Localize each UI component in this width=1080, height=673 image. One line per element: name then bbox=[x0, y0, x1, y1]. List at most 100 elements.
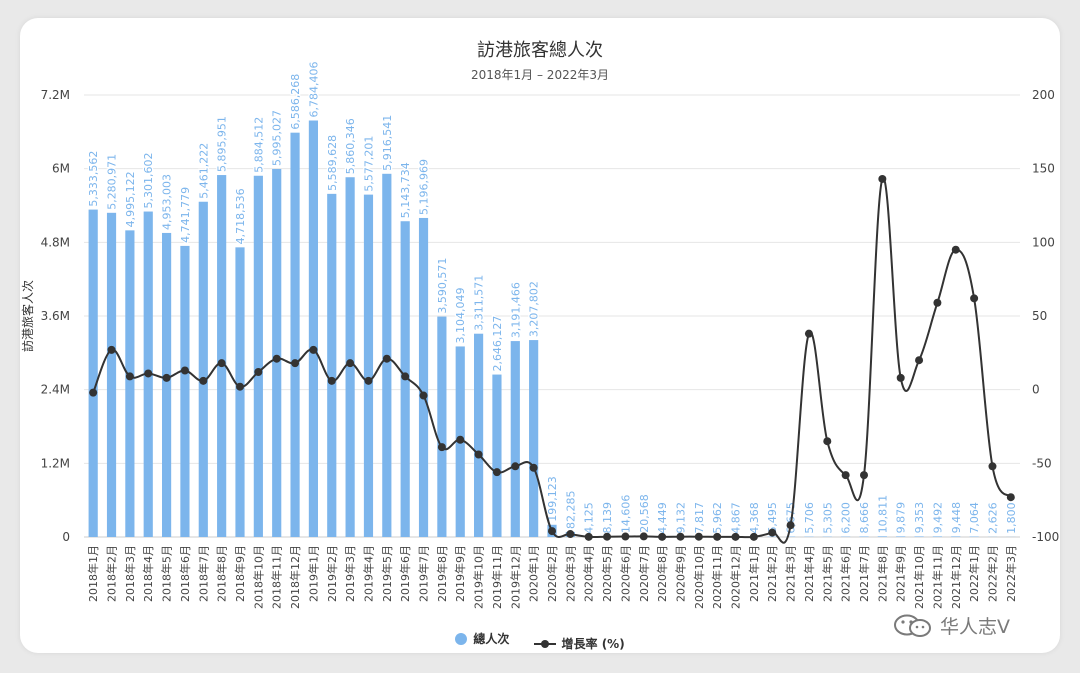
growth-rate-point bbox=[731, 532, 740, 541]
bar-data-label: 9,448 bbox=[950, 502, 963, 534]
bar-data-label: 1,800 bbox=[1005, 502, 1018, 534]
bar bbox=[437, 316, 447, 537]
bar-data-label: 8,139 bbox=[601, 502, 614, 534]
x-tick-label: 2020年3月 bbox=[563, 545, 577, 602]
y-tick-label: 6M bbox=[52, 162, 70, 176]
growth-rate-point bbox=[841, 471, 850, 480]
bar bbox=[235, 247, 245, 537]
growth-rate-point bbox=[180, 366, 189, 375]
growth-rate-point bbox=[327, 376, 336, 385]
growth-rate-point bbox=[419, 391, 428, 400]
bar bbox=[951, 536, 961, 537]
growth-rate-point bbox=[162, 373, 171, 382]
growth-rate-point bbox=[107, 345, 116, 354]
growth-rate-point bbox=[860, 471, 868, 480]
y-tick-label: 3.6M bbox=[41, 309, 70, 323]
x-tick-label: 2019年3月 bbox=[343, 545, 357, 602]
bar bbox=[859, 536, 869, 537]
x-tick-label: 2022年1月 bbox=[967, 545, 981, 602]
growth-rate-point bbox=[437, 443, 446, 452]
y-tick-label: 1.2M bbox=[41, 456, 70, 470]
growth-rate-point bbox=[823, 437, 832, 446]
bar bbox=[217, 175, 227, 537]
bar-data-label: 4,741,779 bbox=[179, 187, 192, 243]
bar-data-label: 3,104,049 bbox=[454, 287, 467, 343]
bar-data-label: 4,718,536 bbox=[234, 188, 247, 244]
growth-rate-point bbox=[639, 532, 648, 541]
bar-data-label: 6,200 bbox=[840, 502, 853, 534]
growth-rate-point bbox=[401, 372, 410, 381]
x-tick-label: 2019年11月 bbox=[490, 545, 504, 609]
bar-data-label: 5,895,951 bbox=[216, 116, 229, 172]
growth-rate-point bbox=[529, 463, 538, 472]
growth-rate-point bbox=[749, 532, 758, 541]
bar bbox=[418, 217, 429, 537]
y-tick-label: 7.2M bbox=[41, 88, 70, 102]
x-tick-label: 2018年10月 bbox=[251, 545, 265, 609]
bar-data-label: 4,449 bbox=[656, 502, 669, 534]
x-tick-label: 2018年6月 bbox=[178, 545, 192, 602]
x-tick-label: 2019年2月 bbox=[325, 545, 339, 602]
bar-data-label: 5,301,602 bbox=[142, 153, 155, 209]
growth-rate-point bbox=[125, 372, 134, 381]
x-tick-label: 2019年6月 bbox=[398, 545, 412, 602]
x-tick-label: 2019年4月 bbox=[361, 545, 375, 602]
x-tick-label: 2022年2月 bbox=[985, 545, 999, 602]
y-tick-label: 4.8M bbox=[41, 235, 70, 249]
y-axis-title: 訪港旅客人次 bbox=[20, 280, 35, 352]
y2-tick-label: -50 bbox=[1032, 456, 1052, 470]
growth-rate-point bbox=[786, 521, 795, 530]
watermark-text: 华人志V bbox=[940, 616, 1010, 638]
bar-data-label: 9,132 bbox=[674, 502, 687, 534]
growth-rate-point bbox=[492, 468, 501, 477]
growth-rate-point bbox=[915, 356, 924, 365]
y2-tick-label: 50 bbox=[1032, 309, 1047, 323]
growth-rate-point bbox=[951, 245, 960, 254]
growth-rate-point bbox=[144, 369, 153, 378]
legend-bar-label: 總人次 bbox=[473, 632, 510, 646]
growth-rate-point bbox=[566, 530, 575, 539]
bar bbox=[327, 193, 337, 537]
bar-data-label: 6,586,268 bbox=[289, 74, 302, 130]
bar bbox=[198, 201, 208, 538]
legend-item-line[interactable]: 增長率 (%) bbox=[533, 635, 625, 652]
x-tick-label: 2018年1月 bbox=[86, 545, 100, 602]
growth-rate-point bbox=[603, 532, 612, 541]
bar-data-label: 5,706 bbox=[803, 502, 816, 534]
growth-rate-point bbox=[933, 298, 942, 307]
x-tick-label: 2018年4月 bbox=[141, 545, 155, 602]
x-tick-label: 2019年7月 bbox=[417, 545, 431, 602]
growth-rate-point bbox=[236, 382, 244, 391]
x-tick-label: 2018年2月 bbox=[105, 545, 119, 602]
x-tick-label: 2018年9月 bbox=[233, 545, 247, 602]
x-tick-label: 2020年8月 bbox=[655, 545, 669, 602]
chart-title: 訪港旅客總人次 bbox=[477, 40, 603, 61]
x-tick-label: 2021年11月 bbox=[930, 545, 944, 609]
x-tick-label: 2018年3月 bbox=[123, 545, 137, 602]
x-tick-label: 2020年10月 bbox=[692, 545, 706, 609]
x-tick-label: 2021年9月 bbox=[894, 545, 908, 602]
y2-tick-label: 0 bbox=[1032, 383, 1040, 397]
x-tick-label: 2022年3月 bbox=[1004, 545, 1018, 602]
growth-rate-point bbox=[1006, 493, 1015, 502]
bar-data-label: 2,646,127 bbox=[491, 316, 504, 372]
bar-data-label: 5,962 bbox=[711, 502, 724, 534]
y2-tick-label: 200 bbox=[1032, 88, 1055, 102]
legend-line-label: 增長率 (%) bbox=[561, 637, 625, 651]
bar-data-label: 5,577,201 bbox=[362, 136, 375, 192]
bar-data-label: 10,811 bbox=[876, 495, 889, 534]
legend-item-bar[interactable]: 總人次 bbox=[455, 630, 509, 647]
bar bbox=[162, 232, 172, 537]
growth-rate-point bbox=[254, 367, 263, 376]
growth-rate-point bbox=[584, 532, 593, 541]
growth-rate-point bbox=[804, 329, 813, 338]
growth-rate-point bbox=[364, 376, 373, 385]
bar-data-label: 5,589,628 bbox=[326, 135, 339, 191]
bar bbox=[474, 333, 484, 537]
x-tick-label: 2020年7月 bbox=[637, 545, 651, 602]
bar-data-label: 4,953,003 bbox=[161, 174, 174, 230]
x-tick-label: 2021年4月 bbox=[802, 545, 816, 602]
bar-data-label: 9,353 bbox=[913, 502, 926, 534]
x-tick-label: 2020年1月 bbox=[527, 545, 541, 602]
x-tick-label: 2021年1月 bbox=[747, 545, 761, 602]
